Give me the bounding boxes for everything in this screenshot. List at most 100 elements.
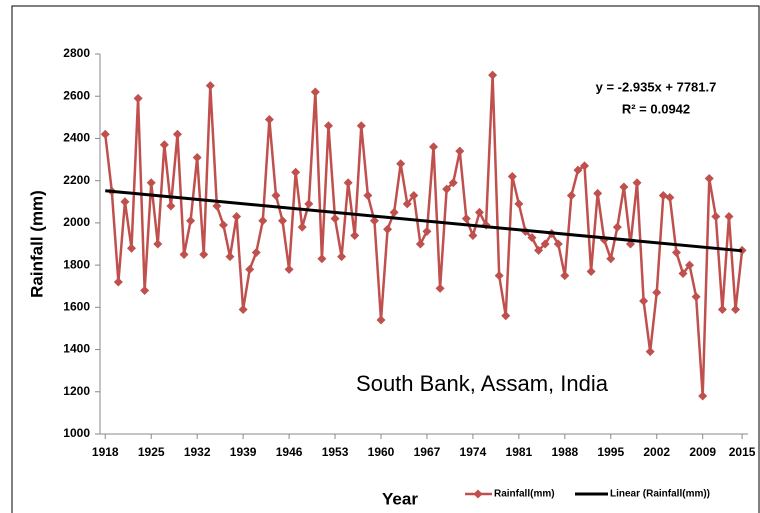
- y-tick-label: 1600: [63, 300, 90, 314]
- y-tick-label: 1800: [63, 257, 90, 271]
- x-tick-label: 1988: [551, 445, 578, 459]
- data-point: [172, 129, 182, 139]
- data-point: [553, 239, 563, 249]
- data-point: [514, 199, 524, 209]
- data-point: [606, 254, 616, 264]
- data-point: [678, 269, 688, 279]
- x-tick-label: 1932: [184, 445, 211, 459]
- data-point: [159, 140, 169, 150]
- data-point: [179, 250, 189, 260]
- x-tick-label: 1939: [230, 445, 257, 459]
- x-tick-label: 1995: [597, 445, 624, 459]
- y-axis-label: Rainfall (mm): [27, 190, 46, 298]
- data-point: [369, 216, 379, 226]
- data-point: [586, 266, 596, 276]
- data-point: [376, 315, 386, 325]
- x-tick-label: 1974: [460, 445, 487, 459]
- data-point: [534, 245, 544, 255]
- data-point: [691, 292, 701, 302]
- data-point: [100, 129, 110, 139]
- data-point: [488, 70, 498, 80]
- data-point: [580, 161, 590, 171]
- data-point: [612, 222, 622, 232]
- x-tick-label: 1981: [506, 445, 533, 459]
- data-point: [218, 220, 228, 230]
- data-point: [271, 190, 281, 200]
- data-line: [104, 75, 744, 397]
- x-tick-label: 2015: [729, 445, 756, 459]
- data-point: [297, 222, 307, 232]
- y-tick-label: 1200: [63, 384, 90, 398]
- y-tick-label: 1400: [63, 342, 90, 356]
- data-point: [363, 190, 373, 200]
- y-tick-label: 2200: [63, 173, 90, 187]
- data-point: [212, 201, 222, 211]
- y-tick-label: 2000: [63, 215, 90, 229]
- y-tick-label: 2800: [63, 46, 90, 60]
- data-point: [540, 239, 550, 249]
- chart-frame: [11, 5, 760, 513]
- legend-swatch-marker: [473, 489, 483, 499]
- data-point: [632, 178, 642, 188]
- data-point: [724, 212, 734, 222]
- data-point: [474, 207, 484, 217]
- data-point: [619, 182, 629, 192]
- data-point: [494, 271, 504, 281]
- data-point: [153, 239, 163, 249]
- data-point: [140, 285, 150, 295]
- data-point: [422, 226, 432, 236]
- data-point: [448, 178, 458, 188]
- data-point: [310, 87, 320, 97]
- data-point: [527, 233, 537, 243]
- legend-label: Rainfall(mm): [494, 489, 555, 500]
- data-point: [383, 224, 393, 234]
- data-point: [665, 193, 675, 203]
- data-point: [461, 214, 471, 224]
- x-tick-label: 1967: [414, 445, 441, 459]
- legend-label: Linear (Rainfall(mm)): [610, 489, 710, 500]
- data-point: [356, 121, 366, 131]
- x-tick-label: 1918: [92, 445, 119, 459]
- data-point: [192, 152, 202, 162]
- data-point: [566, 190, 576, 200]
- data-point: [731, 304, 741, 314]
- data-point: [671, 247, 681, 257]
- data-point: [245, 264, 255, 274]
- data-point: [232, 212, 242, 222]
- data-point: [409, 190, 419, 200]
- data-point: [133, 93, 143, 103]
- r-squared: R² = 0.0942: [622, 101, 690, 116]
- x-tick-label: 1925: [138, 445, 165, 459]
- data-point: [264, 114, 274, 124]
- data-point: [507, 171, 517, 181]
- trend-equation: y = -2.935x + 7781.7: [596, 79, 717, 94]
- data-point: [468, 231, 478, 241]
- data-point: [284, 264, 294, 274]
- y-tick-label: 2400: [63, 131, 90, 145]
- data-point: [652, 288, 662, 298]
- data-point: [225, 252, 235, 262]
- data-point: [337, 252, 347, 262]
- data-point: [711, 212, 721, 222]
- data-point: [350, 231, 360, 241]
- data-point: [717, 304, 727, 314]
- data-point: [304, 199, 314, 209]
- data-point: [415, 239, 425, 249]
- data-point: [698, 391, 708, 401]
- y-tick-label: 1000: [63, 426, 90, 440]
- x-tick-label: 2002: [643, 445, 670, 459]
- data-point: [560, 271, 570, 281]
- data-point: [455, 146, 465, 156]
- data-point: [593, 188, 603, 198]
- x-axis-label: Year: [382, 489, 418, 508]
- data-point: [573, 165, 583, 175]
- data-point: [639, 296, 649, 306]
- y-tick-label: 2600: [63, 88, 90, 102]
- x-tick-label: 1946: [276, 445, 303, 459]
- x-tick-label: 1953: [322, 445, 349, 459]
- data-point: [127, 243, 137, 253]
- x-tick-label: 1960: [368, 445, 395, 459]
- data-point: [704, 174, 714, 184]
- data-point: [317, 254, 327, 264]
- chart-title: South Bank, Assam, India: [356, 371, 609, 396]
